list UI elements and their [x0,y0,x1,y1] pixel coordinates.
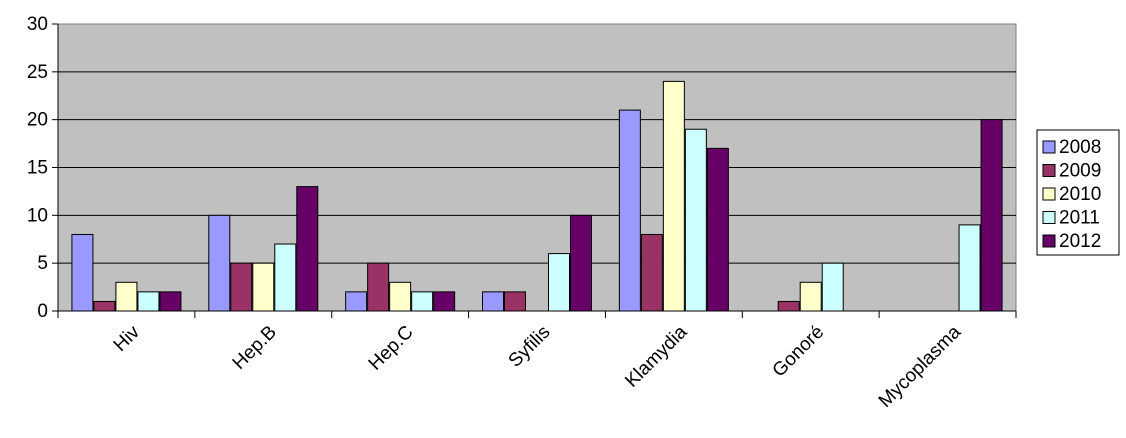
bar-hep-b-2008 [208,214,231,312]
bar-hep-b-2012 [296,186,319,312]
y-tick-label: 20 [27,110,48,131]
legend-label-2008: 2008 [1059,137,1101,158]
legend-label-2012: 2012 [1059,231,1101,252]
bar-hiv-2008 [71,233,94,312]
bar-hep-c-2011 [411,291,434,312]
y-tick-label: 15 [27,158,48,179]
y-tick-label: 0 [37,301,48,322]
y-tick-label: 5 [37,253,48,274]
bar-hiv-2011 [137,291,160,312]
bar-hep-c-2012 [433,291,456,312]
bar-hiv-2012 [159,291,182,312]
x-axis: Hiv Hep.B Hep.C Syfilis Klamydia Gonoré Mycopl… [57,310,1017,412]
bar-gonor--2009 [777,300,800,312]
legend-label-2009: 2009 [1059,161,1101,182]
bar-hep-b-2009 [230,262,253,312]
bar-hep-c-2009 [367,262,390,312]
legend-label-2010: 2010 [1059,184,1101,205]
legend-swatch-2011 [1042,211,1056,224]
x-tick-label: Hep.B [229,322,281,374]
x-tick-label: Klamydia [621,321,691,391]
bar-hep-b-2011 [274,243,297,312]
bar-klamydia-2012 [706,147,729,312]
bar-syfilis-2009 [504,291,526,312]
legend-label-2011: 2011 [1059,208,1100,229]
bar-hiv-2010 [115,281,138,312]
y-tick-label: 25 [27,62,48,83]
x-tick-label: Mycoplasma [875,321,966,412]
bar-klamydia-2010 [662,80,685,312]
bar-syfilis-2008 [482,291,504,312]
bar-gonor--2010 [799,281,822,312]
y-tick-label: 10 [27,205,48,226]
bar-gonor--2011 [821,262,844,312]
bar-hep-c-2010 [389,281,412,312]
bar-klamydia-2008 [618,109,641,312]
y-tick-label: 30 [27,14,48,35]
legend-swatch-2008 [1042,140,1056,154]
bar-hiv-2009 [93,300,116,312]
legend-swatch-2012 [1042,234,1056,248]
bar-klamydia-2009 [640,233,663,312]
legend-swatch-2010 [1042,187,1056,201]
bar-syfilis-2012 [570,214,592,312]
bar-hep-c-2008 [345,291,368,312]
bar-mycoplasma-2011 [958,224,981,312]
bar-syfilis-2011 [548,253,570,312]
legend-swatch-2009 [1042,164,1056,177]
x-tick-label: Hep.C [365,322,418,375]
x-tick-label: Gonoré [769,322,829,382]
bar-hep-b-2010 [252,262,275,312]
bar-mycoplasma-2012 [980,119,1003,312]
x-tick-label: Syfilis [505,322,555,372]
bar-klamydia-2011 [684,128,707,312]
x-tick-label: Hiv [110,321,145,356]
y-axis: 0 5 10 15 20 25 30 [27,14,59,322]
